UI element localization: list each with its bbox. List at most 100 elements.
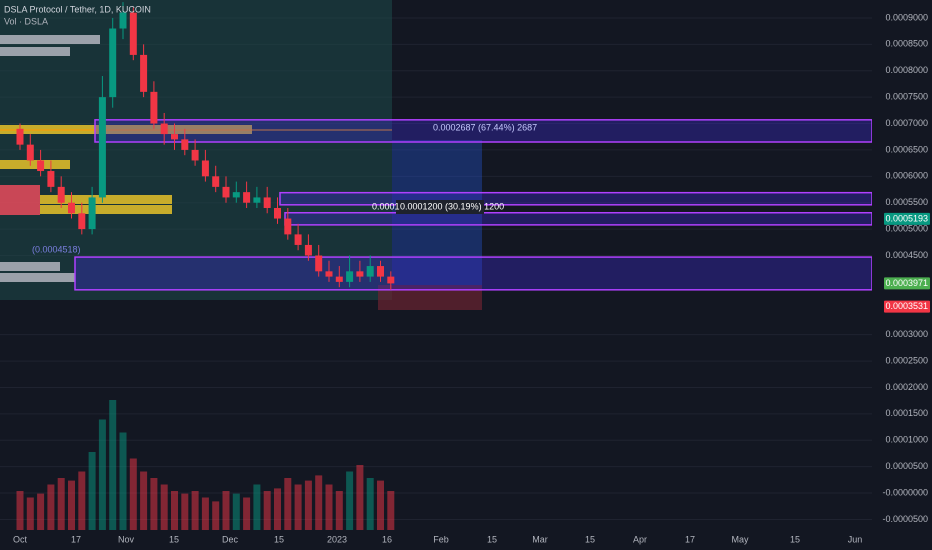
volume-bar xyxy=(346,471,354,530)
candle-body xyxy=(284,218,292,235)
y-tick-label: 0.0004500 xyxy=(885,250,928,260)
y-tick-label: -0.0000500 xyxy=(882,514,928,524)
candle-body xyxy=(68,202,75,214)
candle-body xyxy=(119,12,127,29)
y-tick-label: 0.0006500 xyxy=(885,144,928,154)
volume-bar xyxy=(377,480,384,530)
x-tick-label: Jun xyxy=(848,534,863,544)
y-tick-label: 0.0000500 xyxy=(885,461,928,471)
volume-bar xyxy=(387,491,395,530)
profile-bar xyxy=(0,273,75,282)
candle-body xyxy=(150,91,158,124)
x-tick-label: 2023 xyxy=(327,534,347,544)
candle-body xyxy=(346,271,354,282)
candle-body xyxy=(294,234,302,245)
volume-bar xyxy=(232,493,240,530)
candle-body xyxy=(57,186,65,203)
candle-body xyxy=(191,149,199,161)
profile-bar xyxy=(0,262,60,271)
candle-body xyxy=(88,197,96,230)
volume-bar xyxy=(98,419,106,530)
candle-body xyxy=(315,255,323,272)
volume-bar xyxy=(26,497,34,530)
candle-body xyxy=(47,171,55,187)
candle-body xyxy=(325,271,333,277)
profile-bar xyxy=(0,160,70,169)
candle-body xyxy=(222,186,230,198)
y-tick-label: 0.0001500 xyxy=(885,408,928,418)
y-tick-label: 0.0009000 xyxy=(885,12,928,22)
profile-bar xyxy=(0,35,100,44)
price-tag-label: 0.0003531 xyxy=(885,301,928,311)
candle-body xyxy=(129,12,137,55)
y-tick-label: 0.0003000 xyxy=(885,329,928,339)
candle-body xyxy=(366,266,374,277)
x-tick-label: 15 xyxy=(790,534,800,544)
y-tick-label: 0.0005500 xyxy=(885,197,928,207)
candle-body xyxy=(160,123,168,135)
volume-bar xyxy=(129,458,137,530)
x-tick-label: Oct xyxy=(13,534,28,544)
volume-bar xyxy=(37,493,45,530)
candle-body xyxy=(37,160,45,172)
volume-bar xyxy=(150,478,158,530)
volume-bar xyxy=(263,491,271,530)
x-tick-label: 15 xyxy=(169,534,179,544)
candle-body xyxy=(274,207,281,219)
zone xyxy=(284,211,873,226)
x-tick-label: Mar xyxy=(532,534,548,544)
candle-body xyxy=(140,54,148,92)
y-tick-label: -0.0000000 xyxy=(882,487,928,497)
volume-bar xyxy=(88,452,96,530)
candle-body xyxy=(304,244,312,256)
volume-bar xyxy=(109,400,117,530)
candle-body xyxy=(387,276,395,284)
volume-bar xyxy=(356,465,364,530)
profile-bar xyxy=(0,205,172,214)
annotation: 0.0001 xyxy=(372,201,400,211)
candle-body xyxy=(98,97,106,198)
volume-bar xyxy=(325,484,333,530)
price-tag-label: 0.0005193 xyxy=(885,213,928,223)
candle-body xyxy=(356,271,364,277)
y-tick-label: 0.0002000 xyxy=(885,382,928,392)
candle-body xyxy=(109,28,117,98)
candle-body xyxy=(243,192,251,203)
candle-body xyxy=(232,192,240,198)
volume-bar xyxy=(68,480,75,530)
volume-bar xyxy=(57,478,65,530)
volume-bar xyxy=(335,491,343,530)
x-tick-label: 17 xyxy=(685,534,695,544)
x-tick-label: Dec xyxy=(222,534,239,544)
candle-body xyxy=(16,128,24,145)
x-tick-label: 17 xyxy=(71,534,81,544)
zone xyxy=(74,256,873,291)
indicator-label: Vol · DSLA xyxy=(4,16,48,26)
volume-bar xyxy=(191,491,199,530)
price-tag xyxy=(884,300,930,313)
volume-bar xyxy=(181,493,189,530)
volume-bar xyxy=(222,491,230,530)
y-tick-label: 0.0001000 xyxy=(885,435,928,445)
x-tick-label: 15 xyxy=(274,534,284,544)
volume-bar xyxy=(171,491,178,530)
zone xyxy=(279,191,873,206)
price-tag-label: 0.0003971 xyxy=(885,278,928,288)
annotation-box xyxy=(396,200,484,214)
x-tick-label: 15 xyxy=(585,534,595,544)
volume-bar xyxy=(47,484,55,530)
annotation: (0.0004518) xyxy=(32,244,81,254)
volume-bar xyxy=(294,484,302,530)
profile-bar xyxy=(0,185,40,215)
volume-bar xyxy=(315,475,323,530)
y-tick-label: 0.0008000 xyxy=(885,65,928,75)
x-tick-label: 16 xyxy=(382,534,392,544)
y-tick-label: 0.0005000 xyxy=(885,223,928,233)
y-tick-label: 0.0002500 xyxy=(885,355,928,365)
y-tick-label: 0.0007500 xyxy=(885,92,928,102)
candle-body xyxy=(181,139,189,150)
profile-bar xyxy=(0,47,70,56)
price-axis xyxy=(872,0,932,550)
x-tick-label: May xyxy=(731,534,749,544)
